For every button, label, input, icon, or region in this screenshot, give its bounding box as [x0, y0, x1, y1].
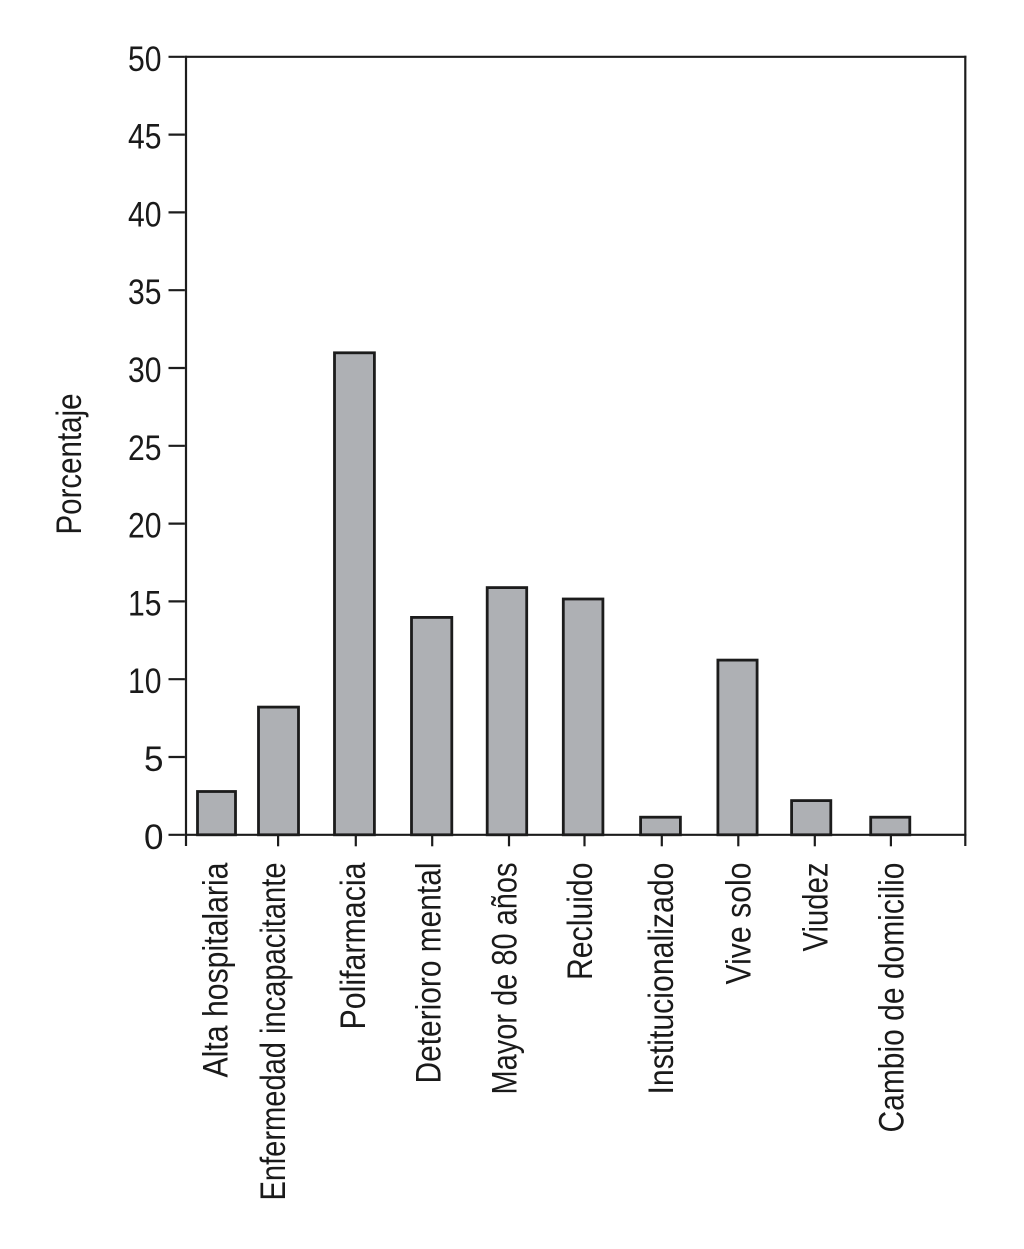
svg-text:45: 45: [128, 118, 162, 157]
svg-text:35: 35: [128, 273, 162, 312]
svg-text:30: 30: [128, 351, 162, 390]
svg-text:20: 20: [128, 507, 162, 546]
svg-text:15: 15: [128, 584, 162, 623]
svg-text:40: 40: [128, 195, 162, 234]
svg-text:Polifarmacia: Polifarmacia: [334, 862, 373, 1029]
svg-text:Cambio de domicilio: Cambio de domicilio: [872, 863, 911, 1133]
svg-text:Institucionalizado: Institucionalizado: [642, 863, 681, 1095]
svg-text:Viudez: Viudez: [797, 863, 836, 952]
svg-text:10: 10: [128, 662, 162, 701]
svg-text:Vive solo: Vive solo: [719, 863, 758, 985]
svg-text:Deterioro mental: Deterioro mental: [409, 863, 448, 1084]
svg-text:50: 50: [128, 40, 162, 79]
svg-text:5: 5: [144, 740, 163, 779]
svg-text:Enfermedad incapacitante: Enfermedad incapacitante: [254, 863, 293, 1201]
svg-text:Porcentaje: Porcentaje: [50, 394, 89, 535]
svg-text:0: 0: [144, 818, 163, 857]
svg-text:25: 25: [128, 429, 162, 468]
svg-text:Mayor de 80 años: Mayor de 80 años: [486, 863, 525, 1095]
svg-text:Alta hospitalaria: Alta hospitalaria: [197, 862, 236, 1077]
svg-text:Recluido: Recluido: [561, 863, 600, 981]
